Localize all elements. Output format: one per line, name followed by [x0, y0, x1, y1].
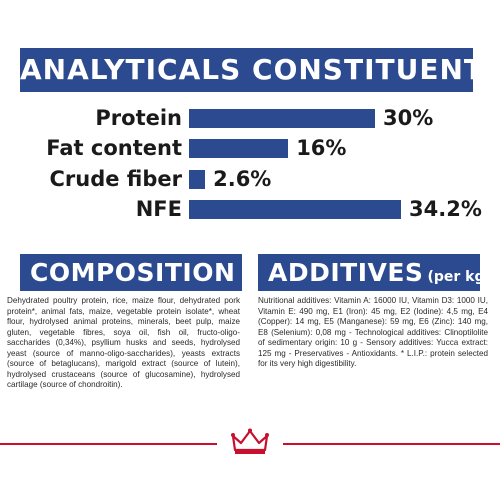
constituent-value: 16%: [296, 136, 347, 160]
constituent-row-fat: Fat content 16%: [0, 131, 500, 165]
constituent-bar: [189, 109, 375, 128]
additives-title: ADDITIVES (per kg): [258, 254, 491, 291]
constituent-label: Fat content: [46, 136, 182, 160]
constituent-bar: [189, 139, 289, 158]
constituent-bar: [189, 170, 206, 189]
constituent-value: 2.6%: [213, 167, 272, 191]
composition-title-text: COMPOSITION: [30, 258, 236, 287]
crown-logo-icon: [231, 428, 269, 454]
constituent-row-fiber: Crude fiber 2.6%: [0, 162, 500, 196]
constituent-bar: [189, 200, 402, 219]
constituent-value: 30%: [383, 106, 434, 130]
additives-text: Nutritional additives: Vitamin A: 16000 …: [258, 296, 488, 368]
constituent-label: Crude fiber: [49, 167, 182, 191]
analytical-constituents-banner: ANALYTICALS CONSTITUENTS: [20, 48, 500, 92]
constituent-row-protein: Protein 30%: [0, 101, 500, 135]
constituent-row-nfe: NFE 34.2%: [0, 192, 500, 226]
additives-title-suffix: (per kg): [427, 269, 491, 285]
footer-divider-right: [283, 443, 500, 445]
composition-text: Dehydrated poultry protein, rice, maize …: [7, 296, 240, 389]
additives-title-text: ADDITIVES: [268, 258, 424, 287]
footer-divider-left: [0, 443, 217, 445]
constituent-label: Protein: [95, 106, 182, 130]
constituent-label: NFE: [135, 197, 182, 221]
composition-title: COMPOSITION: [20, 254, 242, 291]
constituent-value: 34.2%: [409, 197, 482, 221]
